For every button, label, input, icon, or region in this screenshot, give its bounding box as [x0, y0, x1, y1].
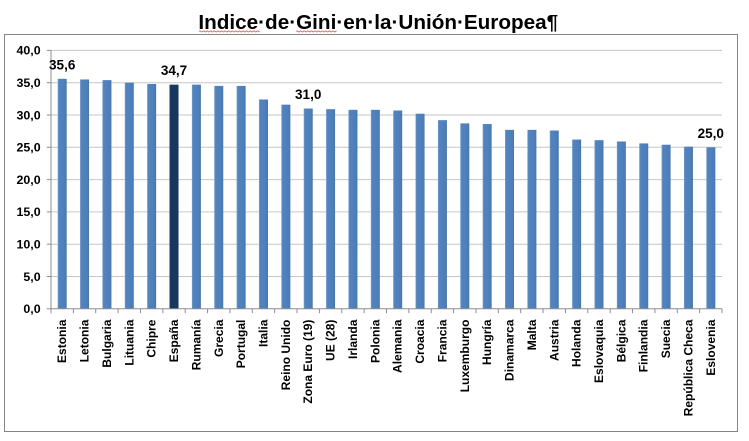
svg-text:Hungría: Hungría	[480, 319, 494, 365]
svg-text:Grecia: Grecia	[212, 319, 226, 357]
svg-text:35,6: 35,6	[49, 57, 76, 72]
svg-text:Eslovaquia: Eslovaquia	[592, 319, 606, 383]
svg-text:25,0: 25,0	[698, 126, 724, 141]
svg-text:20,0: 20,0	[16, 173, 40, 187]
svg-text:30,0: 30,0	[16, 108, 40, 122]
svg-text:Eslovenia: Eslovenia	[704, 319, 718, 375]
svg-text:Estonia: Estonia	[55, 319, 69, 363]
svg-text:Portugal: Portugal	[234, 320, 248, 369]
svg-text:Francia: Francia	[435, 319, 449, 362]
svg-text:Croacia: Croacia	[413, 319, 427, 363]
svg-text:Indice·de·Gini·en·la·Unión·Eur: Indice·de·Gini·en·la·Unión·Europea¶	[198, 11, 558, 34]
svg-text:Bélgica: Bélgica	[614, 319, 628, 362]
svg-text:Letonia: Letonia	[78, 319, 92, 362]
svg-text:Italia: Italia	[256, 319, 270, 347]
svg-text:34,7: 34,7	[161, 63, 187, 78]
svg-text:25,0: 25,0	[16, 141, 40, 155]
svg-text:Dinamarca: Dinamarca	[503, 319, 517, 381]
svg-text:10,0: 10,0	[16, 238, 40, 252]
svg-text:Luxemburgo: Luxemburgo	[458, 320, 472, 393]
svg-text:35,0: 35,0	[16, 76, 40, 90]
svg-text:40,0: 40,0	[16, 44, 40, 58]
svg-text:República Checa: República Checa	[681, 319, 695, 416]
svg-text:Suecia: Suecia	[659, 319, 673, 358]
svg-text:Polonia: Polonia	[368, 319, 382, 363]
svg-text:Bulgaria: Bulgaria	[100, 319, 114, 367]
svg-text:0,0: 0,0	[23, 302, 40, 316]
svg-text:5,0: 5,0	[23, 270, 40, 284]
svg-text:Alemania: Alemania	[391, 319, 405, 373]
svg-text:Finlandia: Finlandia	[637, 319, 651, 372]
svg-text:UE (28): UE (28)	[324, 320, 338, 361]
svg-text:Reino Unido: Reino Unido	[279, 320, 293, 391]
svg-text:Zona Euro (19): Zona Euro (19)	[301, 320, 315, 404]
svg-text:España: España	[167, 319, 181, 362]
svg-text:31,0: 31,0	[295, 87, 321, 102]
svg-text:15,0: 15,0	[16, 205, 40, 219]
svg-text:Holanda: Holanda	[570, 319, 584, 367]
svg-text:Lituania: Lituania	[122, 319, 136, 365]
svg-text:Austria: Austria	[547, 319, 561, 361]
svg-text:Chipre: Chipre	[145, 319, 159, 357]
svg-text:Malta: Malta	[525, 319, 539, 350]
svg-text:Irlanda: Irlanda	[346, 319, 360, 359]
svg-text:Rumanía: Rumanía	[189, 319, 203, 370]
